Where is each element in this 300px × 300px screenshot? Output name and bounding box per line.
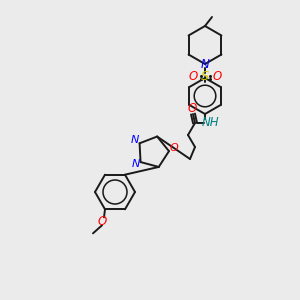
- Text: O: O: [188, 70, 198, 83]
- Text: N: N: [201, 58, 209, 70]
- Text: N: N: [130, 135, 139, 145]
- Text: O: O: [212, 70, 222, 83]
- Text: O: O: [98, 215, 106, 228]
- Text: S: S: [201, 70, 209, 83]
- Text: NH: NH: [201, 116, 219, 130]
- Text: O: O: [188, 103, 196, 116]
- Text: O: O: [169, 143, 178, 153]
- Text: N: N: [131, 159, 140, 169]
